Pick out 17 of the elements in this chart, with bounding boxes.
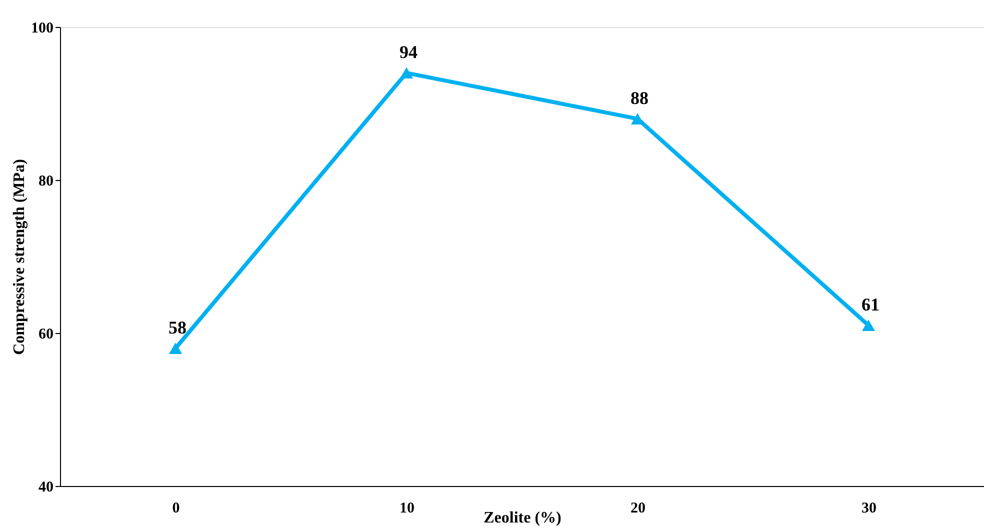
x-tick-label: 30 (862, 500, 876, 516)
y-tick-label: 60 (38, 326, 54, 342)
x-tick-label: 0 (172, 500, 180, 516)
data-label: 58 (168, 317, 186, 338)
data-label: 61 (862, 294, 880, 314)
data-label: 88 (630, 88, 648, 108)
point (168, 342, 182, 354)
x-tick-label: 20 (630, 500, 646, 516)
y-tick-label: 100 (31, 20, 54, 36)
y-tick-label: 80 (38, 174, 54, 190)
point (400, 67, 414, 79)
y-tick-label: 40 (38, 480, 54, 496)
y-axis-title: Compressive strength (MPa) (11, 159, 28, 355)
point (862, 320, 876, 331)
data-label: 94 (400, 42, 418, 62)
x-axis-title: Zeolite (%) (484, 510, 562, 526)
x-tick-label: 10 (400, 500, 414, 516)
